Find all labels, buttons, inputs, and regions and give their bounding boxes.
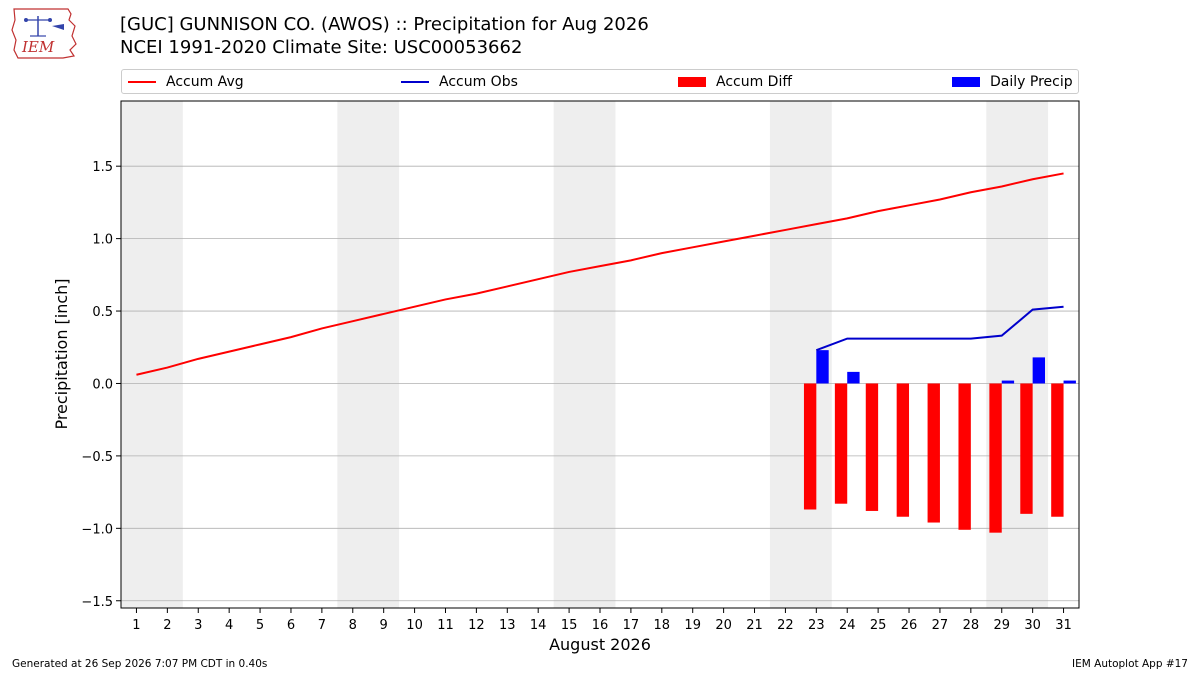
accum-avg-line [136, 172, 1064, 376]
title-line-1: [GUC] GUNNISON CO. (AWOS) :: Precipitati… [120, 14, 649, 35]
y-tick-label-5: 1.0 [92, 233, 113, 248]
legend-item-accum-avg: Accum Avg [128, 70, 244, 93]
y-tick-label-3: 0.0 [92, 377, 113, 392]
weather-station-icon [24, 16, 64, 37]
x-tick-label-11: 11 [437, 618, 454, 633]
daily-precip-bar-29 [1001, 380, 1015, 384]
x-tick-label-29: 29 [993, 618, 1010, 633]
daily-precip-bar-31 [1063, 380, 1076, 384]
x-tick-label-10: 10 [406, 618, 423, 633]
accum-diff-bar-25 [865, 383, 879, 511]
x-tick-label-12: 12 [468, 618, 485, 633]
accum-diff-bar-30 [1020, 383, 1033, 514]
lines [136, 172, 1064, 376]
y-tick-label-4: 0.5 [92, 305, 113, 320]
legend-label-accum-avg: Accum Avg [166, 73, 244, 90]
x-tick-label-8: 8 [349, 618, 357, 633]
accum-diff-bar-29 [989, 383, 1002, 533]
x-tick-label-26: 26 [901, 618, 918, 633]
x-tick-label-28: 28 [963, 618, 980, 633]
daily-precip-bar-24 [847, 371, 860, 384]
x-tick-label-9: 9 [380, 618, 388, 633]
accum-obs-line [815, 305, 1064, 352]
y-tick-label-6: 1.5 [92, 160, 113, 175]
legend-swatch-accum-obs [401, 80, 429, 83]
legend-swatch-accum-diff [678, 76, 706, 87]
y-axis: −1.5 −1.0 −0.5 0.0 0.5 1.0 1.5 [81, 160, 121, 610]
x-tick-label-20: 20 [715, 618, 732, 633]
x-tick-label-3: 3 [194, 618, 202, 633]
footer-app: IEM Autoplot App #17 [1072, 658, 1188, 670]
iem-logo: IEM [11, 8, 77, 59]
footer-generated: Generated at 26 Sep 2026 7:07 PM CDT in … [12, 658, 268, 670]
x-tick-label-14: 14 [530, 618, 547, 633]
x-tick-label-4: 4 [225, 618, 233, 633]
x-tick-label-24: 24 [839, 618, 856, 633]
y-tick-label-2: −0.5 [81, 450, 113, 465]
x-tick-label-31: 31 [1055, 618, 1072, 633]
x-tick-label-22: 22 [777, 618, 794, 633]
title-line-2: NCEI 1991-2020 Climate Site: USC00053662 [120, 37, 523, 58]
legend-label-daily-precip: Daily Precip [990, 73, 1073, 90]
weekend-shade-0 [121, 101, 183, 608]
daily-precip-bar-23 [816, 350, 829, 384]
x-tick-label-6: 6 [287, 618, 295, 633]
weekend-shade-1 [337, 101, 400, 608]
x-tick-label-5: 5 [256, 618, 264, 633]
grid-lines [121, 165, 1079, 602]
accum-diff-bar-26 [896, 383, 910, 517]
weekend-shade-2 [553, 101, 616, 608]
x-tick-label-27: 27 [932, 618, 949, 633]
x-tick-label-17: 17 [623, 618, 640, 633]
weekend-shading [121, 101, 1049, 608]
bars [803, 350, 1076, 533]
legend-label-accum-obs: Accum Obs [439, 73, 518, 90]
x-tick-label-19: 19 [684, 618, 701, 633]
legend-item-accum-diff: Accum Diff [678, 70, 792, 93]
y-axis-label: Precipitation [inch] [52, 278, 71, 429]
x-tick-label-7: 7 [318, 618, 326, 633]
legend-label-accum-diff: Accum Diff [716, 73, 793, 90]
legend-item-daily-precip: Daily Precip [952, 70, 1073, 93]
accum-diff-bar-27 [927, 383, 940, 523]
accum-diff-bar-23 [803, 383, 817, 510]
x-tick-label-25: 25 [870, 618, 887, 633]
x-tick-label-13: 13 [499, 618, 516, 633]
legend-item-accum-obs: Accum Obs [401, 70, 518, 93]
x-tick-label-21: 21 [746, 618, 763, 633]
x-tick-label-30: 30 [1024, 618, 1041, 633]
x-tick-label-16: 16 [592, 618, 609, 633]
chart-title: [GUC] GUNNISON CO. (AWOS) :: Precipitati… [120, 13, 649, 59]
logo-text: IEM [21, 38, 55, 56]
x-tick-label-15: 15 [561, 618, 578, 633]
accum-diff-bar-31 [1051, 383, 1064, 517]
x-tick-label-1: 1 [132, 618, 140, 633]
accum-diff-bar-24 [834, 383, 848, 504]
accum-diff-bar-28 [958, 383, 971, 530]
daily-precip-bar-30 [1032, 357, 1046, 384]
legend-swatch-accum-avg [128, 80, 156, 83]
legend-swatch-daily-precip [952, 76, 980, 87]
legend: Accum Avg Accum Obs Accum Diff Daily Pre… [121, 69, 1079, 94]
y-tick-label-0: −1.5 [81, 595, 113, 610]
x-tick-label-23: 23 [808, 618, 825, 633]
x-axis: 1 2 3 4 5 6 7 8 9 10 11 12 13 14 15 16 17 18 19 20 21 22 23 24 2… [132, 608, 1072, 633]
y-tick-label-1: −1.0 [81, 522, 113, 537]
x-tick-label-2: 2 [163, 618, 171, 633]
x-axis-label: August 2026 [549, 635, 651, 654]
x-tick-label-18: 18 [654, 618, 671, 633]
